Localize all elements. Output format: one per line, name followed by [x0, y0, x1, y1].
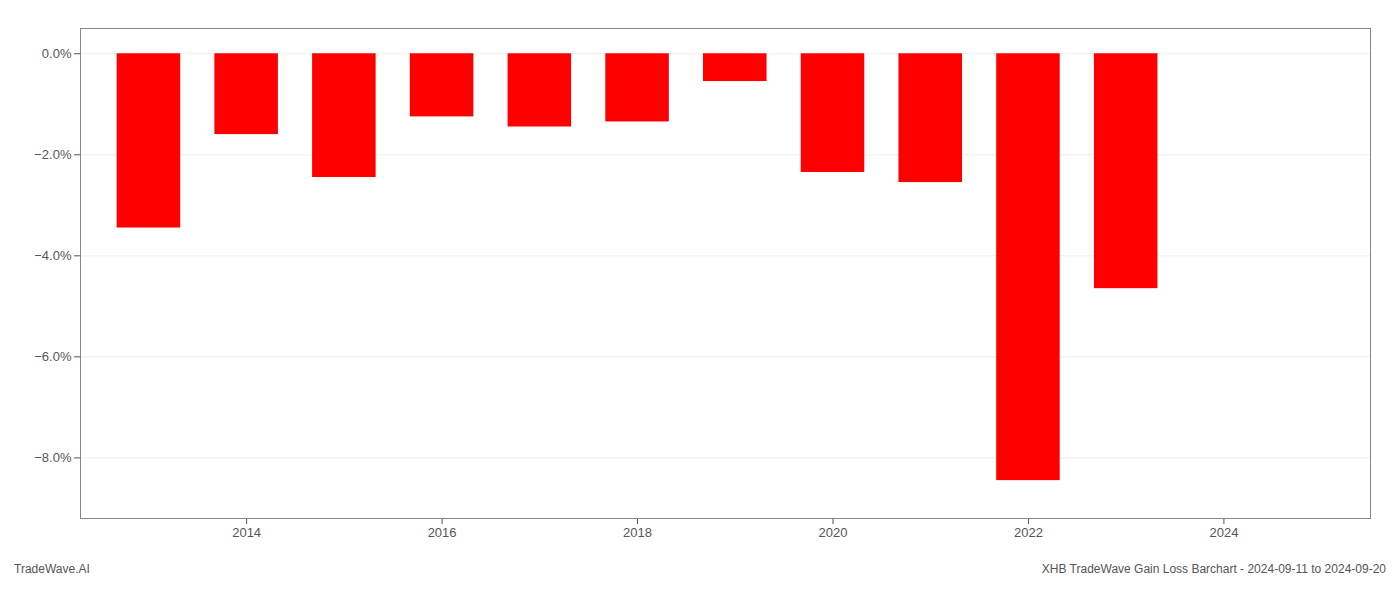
svg-text:2018: 2018 [623, 525, 652, 540]
html-text:XHB TradeWave Gain Loss Barcha: XHB TradeWave Gain Loss Barchart - 2024-… [1041, 562, 1386, 576]
svg-text:2022: 2022 [1014, 525, 1043, 540]
svg-text:2016: 2016 [428, 525, 457, 540]
svg-text:−4.0%: −4.0% [34, 248, 72, 263]
svg-text:2014: 2014 [232, 525, 261, 540]
svg-text:−2.0%: −2.0% [34, 147, 72, 162]
svg-text:2020: 2020 [819, 525, 848, 540]
svg-text:−8.0%: −8.0% [34, 450, 72, 465]
html-text:TradeWave.AI: TradeWave.AI [14, 562, 90, 576]
svg-text:2024: 2024 [1209, 525, 1238, 540]
svg-text:0.0%: 0.0% [42, 46, 72, 61]
svg-text:−6.0%: −6.0% [34, 349, 72, 364]
